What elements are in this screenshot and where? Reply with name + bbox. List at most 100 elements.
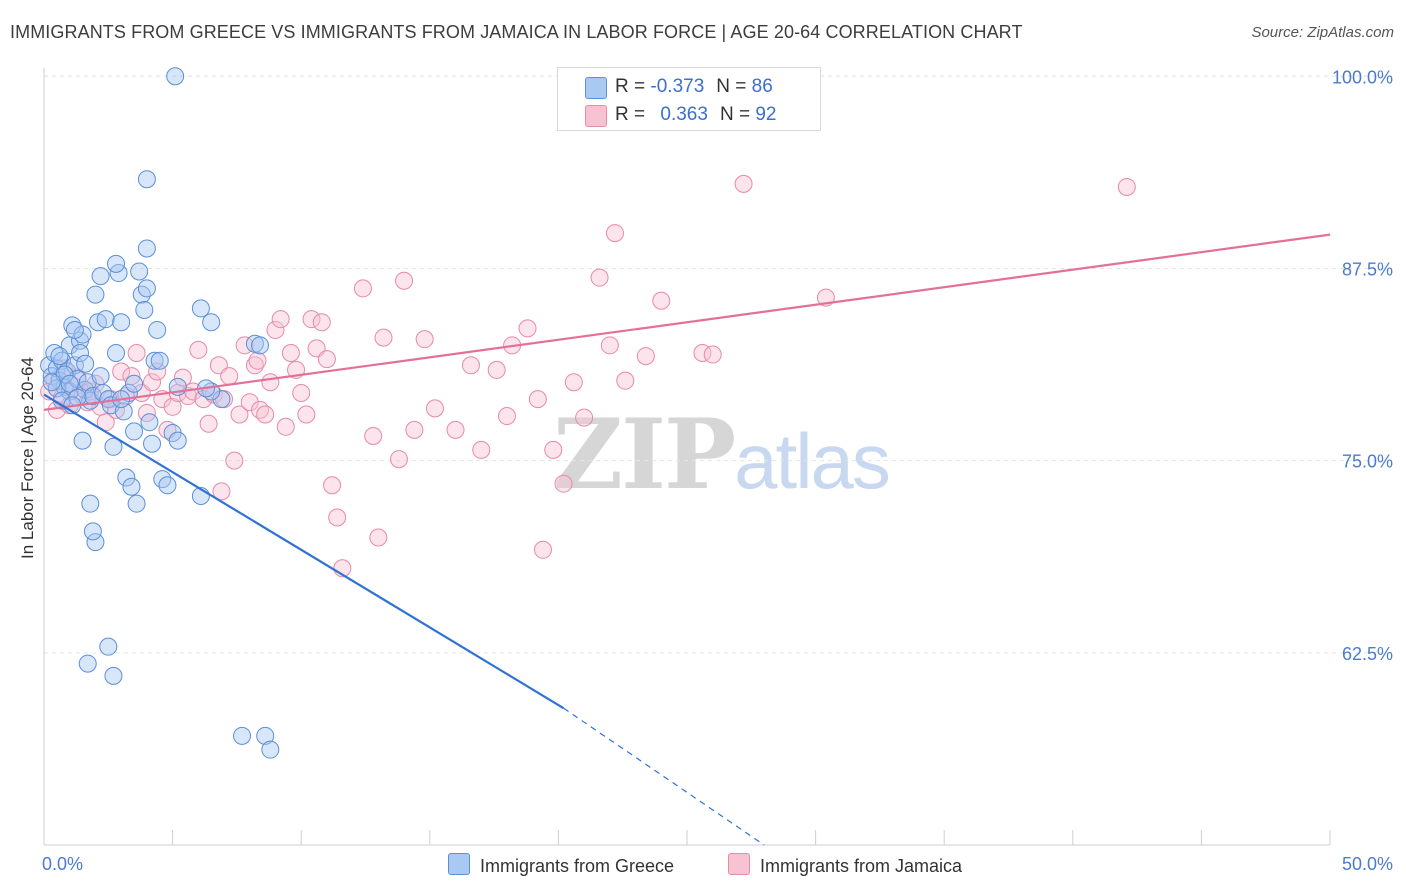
greece-point <box>145 351 164 370</box>
jamaica-point <box>564 373 583 392</box>
jamaica-point <box>528 390 547 409</box>
greece-point <box>135 300 154 319</box>
y-tick-label: 100.0% <box>1332 67 1393 87</box>
jamaica-point <box>148 362 167 381</box>
greece-trend-line <box>43 393 565 710</box>
jamaica-r-label: R = <box>615 104 646 125</box>
jamaica-point <box>389 450 408 469</box>
jamaica-point <box>636 347 655 366</box>
greece-point <box>140 413 159 432</box>
greece-n-label: N = <box>716 76 747 97</box>
greece-points <box>40 67 280 759</box>
x-tick-label: 50.0% <box>1342 854 1393 874</box>
jamaica-point <box>518 319 537 338</box>
greece-point <box>166 67 185 86</box>
greece-n-value: 86 <box>751 76 773 97</box>
jamaica-point <box>302 310 321 329</box>
jamaica-point <box>472 440 491 459</box>
greece-point <box>150 351 169 370</box>
legend-row-greece: R = -0.373 N = 86 <box>558 73 820 101</box>
greece-point <box>45 344 64 362</box>
jamaica-legend-label: Immigrants from Jamaica <box>760 856 963 876</box>
greece-point <box>83 387 102 406</box>
jamaica-point <box>461 356 480 375</box>
watermark-zip: ZIP <box>553 398 736 511</box>
watermark: ZIPatlas <box>553 398 891 511</box>
jamaica-point <box>1117 177 1136 196</box>
jamaica-point <box>395 271 414 290</box>
jamaica-point <box>312 313 331 332</box>
y-tick-label: 75.0% <box>1342 452 1393 472</box>
greece-r-label: R = <box>615 76 646 97</box>
jamaica-point <box>297 405 316 424</box>
jamaica-point <box>245 356 264 375</box>
jamaica-point <box>616 371 635 390</box>
y-tick-label: 62.5% <box>1342 644 1393 664</box>
greece-point <box>71 344 90 362</box>
greece-point <box>73 431 92 450</box>
greece-swatch <box>585 77 607 99</box>
jamaica-point <box>533 540 552 559</box>
jamaica-point <box>194 390 213 409</box>
jamaica-point <box>544 440 563 459</box>
jamaica-point <box>605 224 624 243</box>
jamaica-point <box>575 408 594 427</box>
greece-point <box>104 437 123 456</box>
jamaica-point <box>323 476 342 495</box>
greece-stats: R = -0.373 N = 86 <box>615 76 773 98</box>
greece-point <box>65 320 84 339</box>
jamaica-n-value: 92 <box>755 104 777 125</box>
greece-point <box>148 320 167 339</box>
greece-point <box>130 262 149 281</box>
greece-r-value: -0.373 <box>650 76 705 97</box>
jamaica-legend-swatch <box>728 853 750 875</box>
greece-point <box>63 316 82 335</box>
jamaica-point <box>230 405 249 424</box>
greece-point <box>261 740 280 759</box>
jamaica-point <box>271 310 290 329</box>
greece-point <box>86 285 105 304</box>
jamaica-swatch <box>585 105 607 127</box>
greece-trend-extension <box>563 707 765 846</box>
jamaica-point <box>163 397 182 416</box>
greece-point <box>107 344 126 362</box>
jamaica-point <box>261 373 280 392</box>
jamaica-point <box>600 336 619 355</box>
greece-point <box>112 313 131 332</box>
greece-point <box>60 374 79 393</box>
greece-point <box>50 347 69 366</box>
greece-point <box>256 726 275 745</box>
jamaica-point <box>281 344 300 362</box>
greece-point <box>158 476 177 495</box>
jamaica-stats: R = 0.363 N = 92 <box>615 104 776 126</box>
greece-point <box>251 336 270 355</box>
jamaica-point <box>199 414 218 433</box>
jamaica-point <box>554 474 573 493</box>
greece-point <box>168 431 187 450</box>
jamaica-point <box>652 291 671 310</box>
greece-point <box>117 468 136 487</box>
source-label: Source: ZipAtlas.com <box>1251 24 1394 41</box>
y-tick-label: 87.5% <box>1342 259 1393 279</box>
jamaica-point <box>173 368 192 387</box>
jamaica-point <box>240 393 259 412</box>
x-tick-label: 0.0% <box>42 854 83 874</box>
greece-point <box>202 313 221 332</box>
greece-point <box>91 267 110 286</box>
jamaica-point <box>590 268 609 287</box>
greece-point <box>107 254 126 273</box>
greece-point <box>137 279 156 298</box>
greece-point <box>122 477 141 496</box>
jamaica-point <box>189 340 208 359</box>
jamaica-r-value: 0.363 <box>660 104 708 125</box>
jamaica-n-label: N = <box>719 104 751 125</box>
jamaica-point <box>364 427 383 446</box>
axis-labels: 62.5% 75.0% 87.5% 100.0% 0.0% 50.0% In Labor F… <box>18 67 1393 874</box>
jamaica-point <box>374 328 393 347</box>
greece-point <box>137 170 156 189</box>
jamaica-point <box>446 420 465 439</box>
jamaica-point <box>353 279 372 298</box>
greece-point <box>143 434 162 453</box>
axes <box>43 68 1331 846</box>
